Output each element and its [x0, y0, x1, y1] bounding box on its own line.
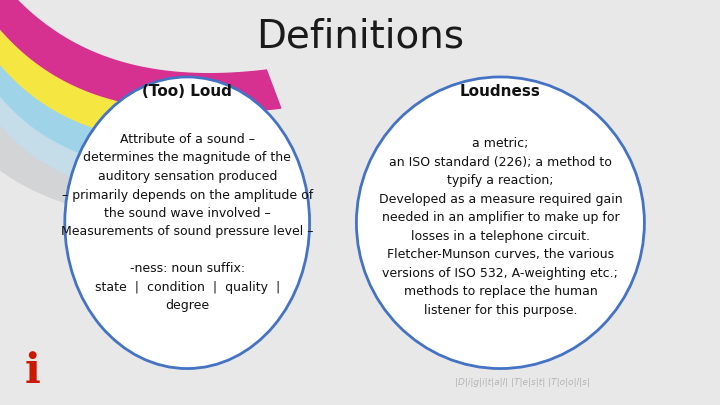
Ellipse shape — [356, 77, 644, 369]
Text: a metric;
an ISO standard (226); a method to
typify a reaction;
Developed as a m: a metric; an ISO standard (226); a metho… — [379, 137, 622, 317]
Polygon shape — [0, 26, 265, 141]
Text: |D|i|g|i|t|a|l| |T|e|s|t| |T|o|o|l|s|: |D|i|g|i|t|a|l| |T|e|s|t| |T|o|o|l|s| — [454, 378, 590, 387]
Polygon shape — [0, 88, 234, 197]
Text: Definitions: Definitions — [256, 17, 464, 55]
Polygon shape — [0, 0, 281, 113]
Text: Attribute of a sound –
determines the magnitude of the
auditory sensation produc: Attribute of a sound – determines the ma… — [61, 133, 313, 313]
Polygon shape — [0, 59, 250, 171]
Polygon shape — [0, 113, 218, 219]
Text: ℹ: ℹ — [24, 350, 40, 392]
Ellipse shape — [65, 77, 310, 369]
Text: (Too) Loud: (Too) Loud — [143, 83, 232, 99]
Text: Loudness: Loudness — [460, 83, 541, 99]
